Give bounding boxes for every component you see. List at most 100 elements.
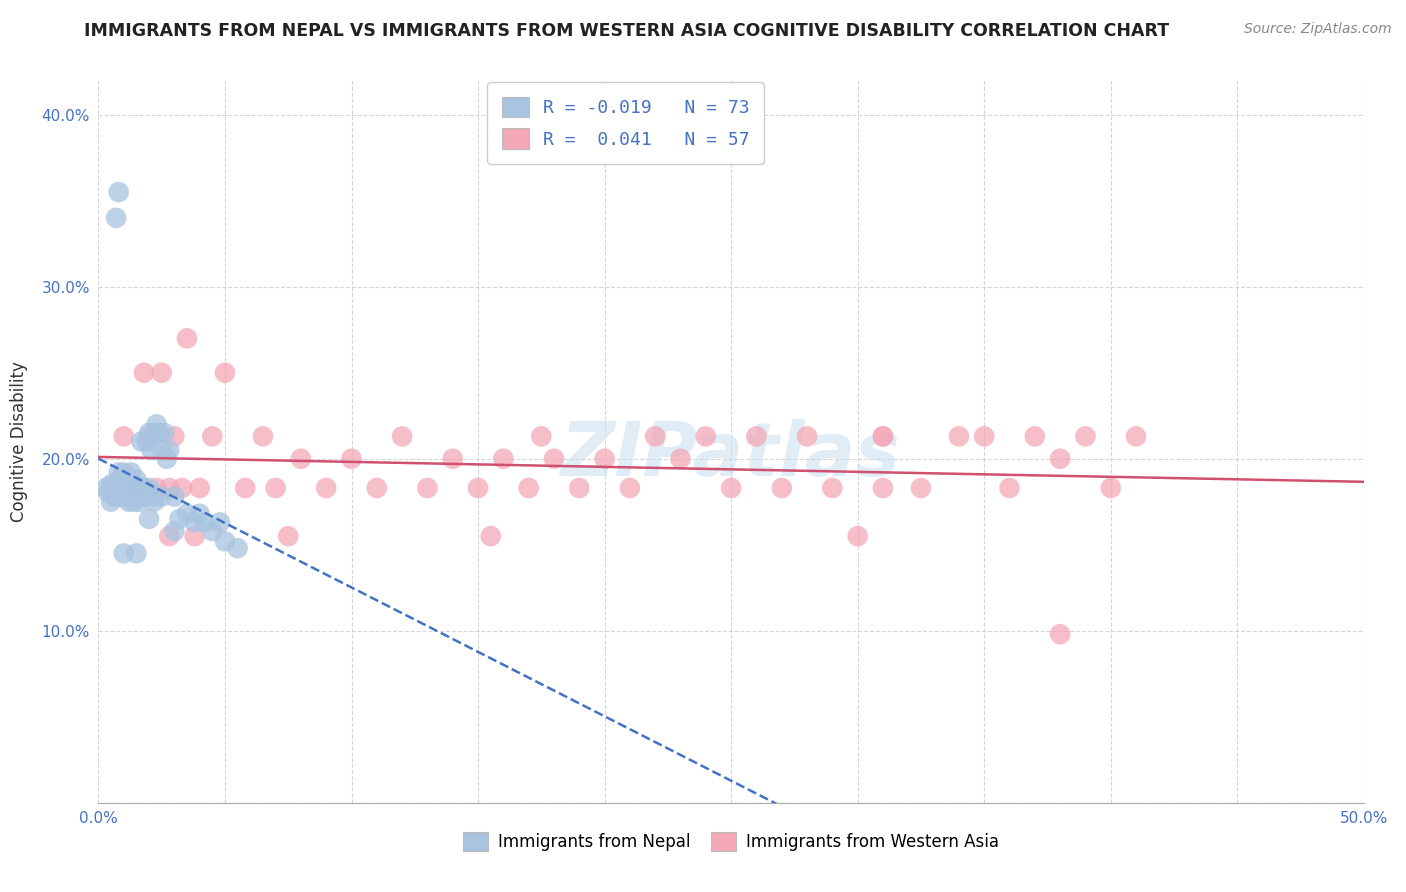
Point bbox=[973, 429, 995, 443]
Point bbox=[1125, 429, 1147, 443]
Point bbox=[233, 481, 256, 495]
Point bbox=[112, 546, 135, 560]
Point bbox=[125, 490, 148, 504]
Point bbox=[120, 466, 142, 480]
Point bbox=[479, 529, 502, 543]
Point bbox=[105, 483, 128, 497]
Point bbox=[118, 472, 141, 486]
Point bbox=[846, 529, 869, 543]
Point bbox=[105, 211, 128, 225]
Point bbox=[120, 481, 142, 495]
Y-axis label: Cognitive Disability: Cognitive Disability bbox=[10, 361, 28, 522]
Point bbox=[176, 331, 198, 345]
Point bbox=[163, 490, 186, 504]
Point bbox=[141, 443, 163, 458]
Text: IMMIGRANTS FROM NEPAL VS IMMIGRANTS FROM WESTERN ASIA COGNITIVE DISABILITY CORRE: IMMIGRANTS FROM NEPAL VS IMMIGRANTS FROM… bbox=[84, 22, 1170, 40]
Point bbox=[120, 490, 142, 504]
Text: Source: ZipAtlas.com: Source: ZipAtlas.com bbox=[1244, 22, 1392, 37]
Point bbox=[150, 443, 173, 458]
Point bbox=[169, 512, 191, 526]
Point bbox=[492, 451, 515, 466]
Point bbox=[107, 474, 129, 488]
Point bbox=[143, 490, 166, 504]
Point bbox=[770, 481, 793, 495]
Point bbox=[720, 481, 742, 495]
Point bbox=[125, 546, 148, 560]
Point bbox=[1099, 481, 1122, 495]
Point bbox=[100, 477, 122, 491]
Point bbox=[145, 481, 167, 495]
Point bbox=[118, 481, 141, 495]
Point bbox=[315, 481, 337, 495]
Point bbox=[148, 425, 170, 440]
Point bbox=[183, 516, 205, 530]
Point bbox=[132, 366, 155, 380]
Point bbox=[517, 481, 540, 495]
Point bbox=[94, 481, 117, 495]
Point bbox=[264, 481, 287, 495]
Point bbox=[796, 429, 818, 443]
Point bbox=[391, 429, 413, 443]
Point bbox=[872, 481, 894, 495]
Point bbox=[132, 490, 155, 504]
Point bbox=[131, 481, 153, 495]
Point bbox=[132, 481, 155, 495]
Point bbox=[1049, 451, 1071, 466]
Point bbox=[644, 429, 666, 443]
Point bbox=[115, 472, 138, 486]
Point bbox=[183, 529, 205, 543]
Point bbox=[138, 425, 160, 440]
Point bbox=[156, 451, 179, 466]
Point bbox=[138, 429, 160, 443]
Point bbox=[948, 429, 970, 443]
Point bbox=[695, 429, 717, 443]
Point bbox=[138, 512, 160, 526]
Point bbox=[143, 494, 166, 508]
Point bbox=[208, 516, 231, 530]
Point bbox=[115, 490, 138, 504]
Point bbox=[188, 481, 211, 495]
Point bbox=[201, 429, 224, 443]
Point bbox=[122, 481, 145, 495]
Point bbox=[1049, 627, 1071, 641]
Point bbox=[872, 429, 894, 443]
Point bbox=[143, 425, 166, 440]
Point bbox=[543, 451, 565, 466]
Point bbox=[112, 466, 135, 480]
Point bbox=[214, 534, 236, 549]
Point bbox=[100, 494, 122, 508]
Point bbox=[105, 490, 128, 504]
Point bbox=[110, 481, 132, 495]
Point bbox=[277, 529, 299, 543]
Point bbox=[163, 524, 186, 538]
Point bbox=[416, 481, 439, 495]
Point bbox=[122, 494, 145, 508]
Point bbox=[131, 481, 153, 495]
Point bbox=[669, 451, 692, 466]
Point bbox=[366, 481, 388, 495]
Point bbox=[821, 481, 844, 495]
Point bbox=[910, 481, 932, 495]
Point bbox=[107, 466, 129, 480]
Point bbox=[112, 481, 135, 495]
Point bbox=[128, 481, 150, 495]
Point bbox=[170, 481, 193, 495]
Point bbox=[467, 481, 489, 495]
Point bbox=[188, 507, 211, 521]
Point bbox=[115, 481, 138, 495]
Point bbox=[872, 429, 894, 443]
Point bbox=[135, 434, 157, 449]
Point bbox=[176, 507, 198, 521]
Text: ZIPatlas: ZIPatlas bbox=[561, 419, 901, 492]
Point bbox=[157, 529, 180, 543]
Point bbox=[340, 451, 363, 466]
Point bbox=[1074, 429, 1097, 443]
Point bbox=[201, 524, 224, 538]
Legend: Immigrants from Nepal, Immigrants from Western Asia: Immigrants from Nepal, Immigrants from W… bbox=[456, 823, 1007, 860]
Point bbox=[110, 477, 132, 491]
Point bbox=[1024, 429, 1046, 443]
Point bbox=[118, 494, 141, 508]
Point bbox=[125, 481, 148, 495]
Point bbox=[118, 481, 141, 495]
Point bbox=[107, 185, 129, 199]
